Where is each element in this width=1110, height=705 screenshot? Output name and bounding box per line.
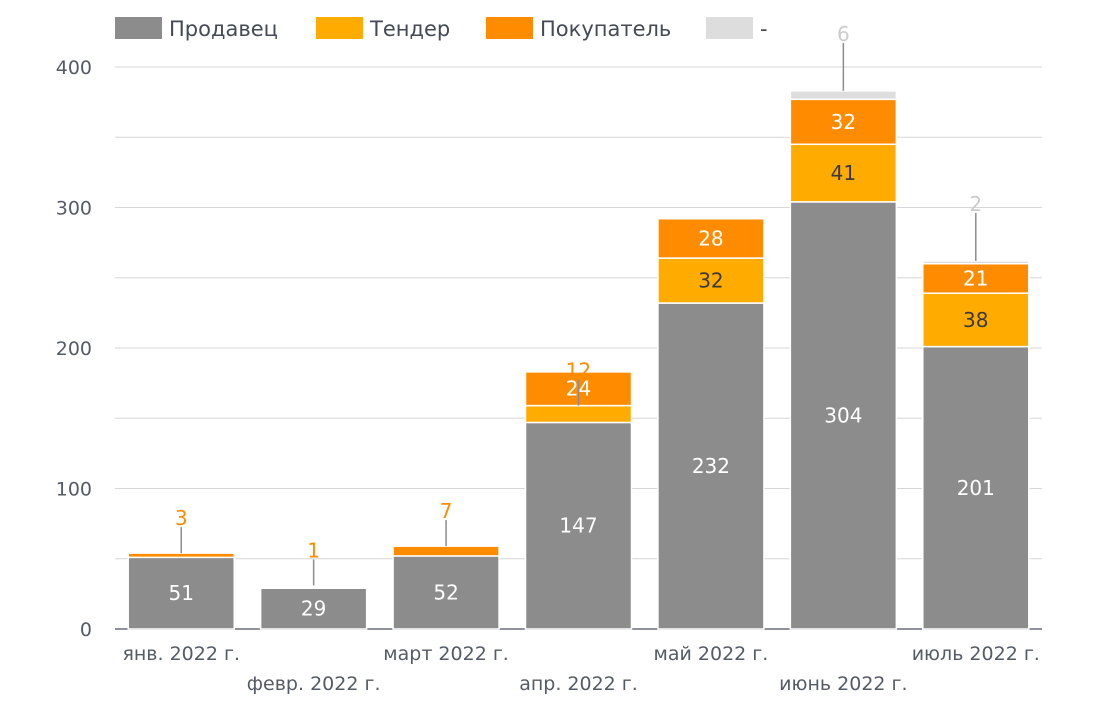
- data-label: 38: [963, 308, 988, 332]
- x-tick-label: март 2022 г.: [383, 643, 509, 665]
- data-label: 6: [837, 22, 850, 46]
- y-tick-label: 0: [80, 619, 92, 641]
- y-tick-label: 300: [56, 198, 92, 220]
- data-label: 32: [698, 269, 723, 293]
- x-tick-label: июнь 2022 г.: [779, 673, 907, 695]
- bars: [127, 90, 1030, 630]
- legend-label-0: Продавец: [169, 17, 278, 41]
- data-label: 7: [440, 499, 453, 523]
- bar-segment: [922, 345, 1030, 630]
- y-axis: 0 100 200 300 400: [56, 57, 92, 641]
- bar-segment: [524, 421, 633, 630]
- y-tick-label: 400: [56, 57, 92, 79]
- bar-segment: [259, 584, 368, 588]
- legend-label-2: Покупатель: [540, 17, 671, 41]
- data-label: 41: [831, 161, 856, 185]
- data-label: 304: [824, 403, 862, 427]
- data-label: 52: [433, 580, 458, 604]
- data-label: 2: [969, 192, 982, 216]
- data-label: 29: [301, 597, 326, 621]
- x-tick-label: апр. 2022 г.: [519, 673, 638, 695]
- bar-segment: [392, 555, 500, 630]
- legend-label-3: -: [760, 17, 768, 41]
- data-label: 32: [831, 110, 856, 134]
- bar-segment: [789, 98, 898, 146]
- x-tick-label: янв. 2022 г.: [122, 643, 240, 665]
- bar-segment: [127, 552, 235, 559]
- data-label: 3: [175, 506, 188, 530]
- data-label: 51: [168, 581, 193, 605]
- legend-label-1: Тендер: [369, 17, 450, 41]
- x-axis: янв. 2022 г. февр. 2022 г.март 2022 г. апр…: [122, 643, 1039, 695]
- bar-segment: [657, 302, 765, 630]
- bar-segment: [922, 262, 1030, 294]
- x-tick-label: февр. 2022 г.: [247, 673, 381, 695]
- bar-segment: [127, 556, 235, 630]
- bar-segment: [922, 292, 1030, 348]
- legend-swatch-2: [486, 17, 533, 39]
- bar-segment: [922, 260, 1030, 265]
- data-label: 147: [559, 514, 597, 538]
- bar-segment: [657, 257, 765, 304]
- data-label: 12: [566, 359, 591, 383]
- x-tick-label: июль 2022 г.: [912, 643, 1040, 665]
- bar-segment: [524, 404, 633, 424]
- bar-segment: [657, 217, 765, 259]
- legend: Продавец Тендер Покупатель -: [115, 17, 768, 41]
- legend-swatch-0: [115, 17, 162, 39]
- data-label: 24: [566, 377, 591, 401]
- legend-swatch-3: [706, 17, 753, 39]
- bar-segment: [392, 545, 500, 557]
- data-label: 201: [957, 476, 995, 500]
- bar-segment: [789, 90, 898, 101]
- bar-segment: [259, 587, 368, 630]
- x-tick-label: май 2022 г.: [654, 643, 769, 665]
- legend-swatch-1: [316, 17, 363, 39]
- y-tick-label: 100: [56, 479, 92, 501]
- y-tick-label: 200: [56, 338, 92, 360]
- data-label: 1: [307, 538, 320, 562]
- data-label: 28: [698, 226, 723, 250]
- data-label: 232: [692, 454, 730, 478]
- data-label: 21: [963, 266, 988, 290]
- bar-segment: [789, 201, 898, 630]
